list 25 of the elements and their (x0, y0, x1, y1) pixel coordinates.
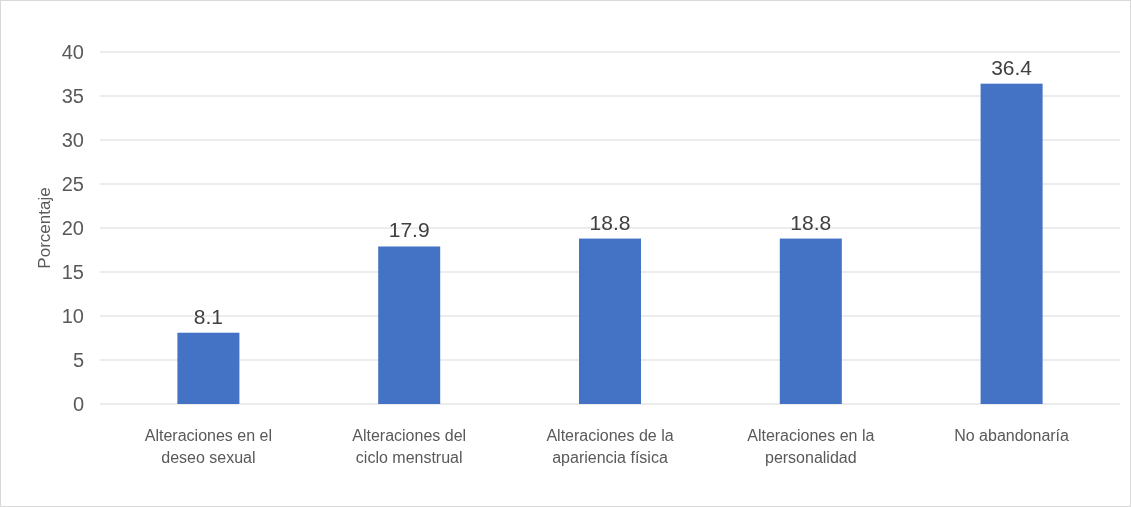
bar (378, 246, 441, 404)
data-label: 8.1 (193, 304, 223, 328)
x-tick-label: Alteraciones de la apariencia física (546, 427, 674, 466)
data-label: 36.4 (991, 55, 1033, 79)
bar (177, 332, 240, 404)
data-label: 17.9 (388, 218, 430, 242)
y-tick-label: 5 (72, 349, 84, 371)
bar (579, 238, 641, 404)
x-tick-label: Alteraciones en el deseo sexual (144, 427, 272, 466)
bar (779, 238, 842, 404)
y-axis-title: Porcentaje (35, 187, 54, 269)
y-tick-label: 40 (61, 41, 84, 63)
y-tick-label: 35 (61, 85, 84, 107)
bar (980, 83, 1043, 404)
x-tick-label: No abandonaría (954, 427, 1070, 444)
y-tick-label: 0 (72, 393, 84, 415)
y-tick-label: 20 (61, 217, 84, 239)
x-tick-label: Alteraciones en la personalidad (747, 427, 875, 466)
y-tick-label: 15 (61, 261, 84, 283)
x-tick-label: Alteraciones del ciclo menstrual (352, 427, 467, 466)
y-tick-label: 25 (61, 173, 84, 195)
data-label: 18.8 (589, 210, 631, 234)
y-tick-label: 30 (61, 129, 84, 151)
data-label: 18.8 (790, 210, 832, 234)
y-tick-label: 10 (61, 305, 84, 327)
